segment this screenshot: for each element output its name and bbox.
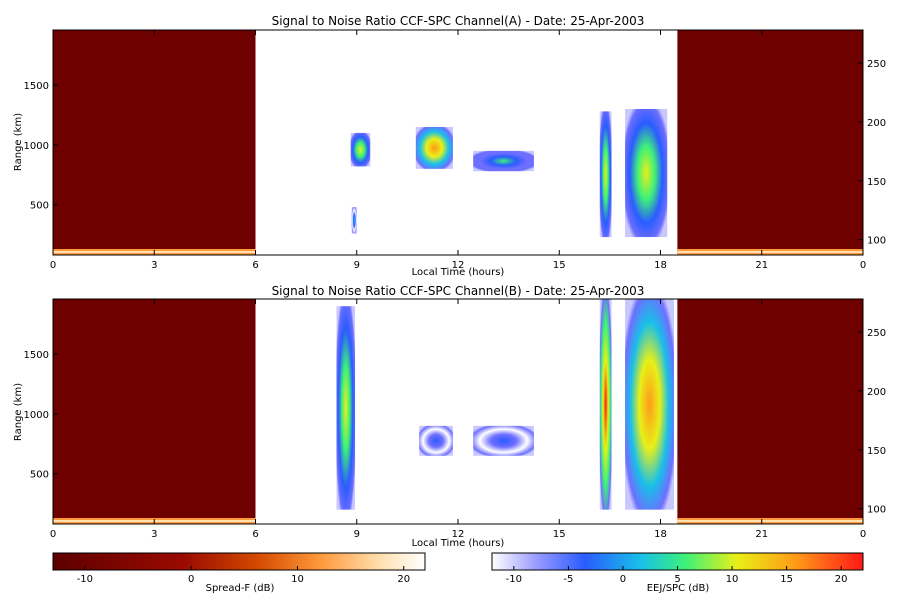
colorbar-tick-label: 15 (780, 574, 793, 585)
x-tick-label: 6 (252, 260, 258, 271)
colorbar-tick-label: 10 (291, 574, 304, 585)
echo-block (625, 299, 674, 510)
echo-block (599, 299, 612, 510)
echo-block (350, 132, 371, 167)
x-tick-label: 3 (151, 260, 157, 271)
x-tick-label: 9 (354, 260, 360, 271)
x-tick-label: 9 (354, 529, 360, 540)
panel-b-ylabel: Range (km) (13, 383, 24, 441)
x-tick-label: 0 (860, 260, 866, 271)
echo-block (625, 108, 668, 238)
colorbar-tick-label: 5 (674, 574, 680, 585)
spread_f-colorbar (52, 552, 426, 571)
colorbar-tick-label: 20 (397, 574, 410, 585)
x-tick-label: 0 (50, 260, 56, 271)
y-tick-label: 1500 (24, 81, 49, 92)
echo-block (473, 150, 534, 172)
x-tick-label: 0 (860, 529, 866, 540)
y-tick-right-label: 100 (867, 505, 886, 516)
colorbar-tick-label: 0 (188, 574, 194, 585)
x-tick-label: 15 (553, 529, 566, 540)
panel-a-plot: 0 3 6 9 12 15 18 21 0 500 1000 1500 100 150 200 250 (24, 29, 886, 271)
colorbar-tick-label: 20 (835, 574, 848, 585)
spread-f-block (677, 299, 863, 524)
y-tick-right-label: 250 (867, 328, 886, 339)
y-tick-label: 1500 (24, 350, 49, 361)
y-tick-label: 500 (30, 201, 49, 212)
y-tick-right-label: 150 (867, 177, 886, 188)
x-tick-label: 12 (452, 260, 465, 271)
echo-block (599, 111, 612, 238)
echo-block (336, 306, 356, 510)
x-tick-label: 21 (755, 529, 768, 540)
y-tick-label: 1000 (24, 141, 49, 152)
echo-block (351, 207, 357, 234)
panel-a-ylabel: Range (km) (13, 113, 24, 171)
x-tick-label: 21 (755, 260, 768, 271)
x-tick-label: 15 (553, 260, 566, 271)
y-tick-right-label: 150 (867, 446, 886, 457)
x-tick-label: 0 (50, 529, 56, 540)
y-tick-right-label: 200 (867, 118, 886, 129)
spread-f-bottom-layer-core (677, 520, 863, 522)
eej-spc-colorbar-label: EEJ/SPC (dB) (647, 583, 710, 594)
spread-f-block (53, 30, 256, 255)
echo-block (473, 425, 534, 456)
panel-a-title: Signal to Noise Ratio CCF-SPC Channel(A)… (272, 14, 645, 28)
x-tick-label: 18 (654, 260, 667, 271)
spread-f-block (53, 299, 256, 524)
panel-a-xlabel: Local Time (hours) (412, 267, 505, 278)
y-tick-label: 1000 (24, 410, 49, 421)
y-tick-right-label: 250 (867, 59, 886, 70)
echo-block (419, 425, 453, 456)
panel-b-xlabel: Local Time (hours) (412, 538, 505, 549)
y-tick-right-label: 200 (867, 387, 886, 398)
x-tick-label: 18 (654, 529, 667, 540)
y-tick-label: 500 (30, 470, 49, 481)
colorbar-tick-label: -5 (563, 574, 573, 585)
colorbar-tick-label: -10 (506, 574, 522, 585)
echo-block (415, 126, 453, 169)
x-tick-label: 3 (151, 529, 157, 540)
panel-b-title: Signal to Noise Ratio CCF-SPC Channel(B)… (272, 284, 645, 298)
colorbar-tick-label: -10 (77, 574, 93, 585)
x-tick-label: 12 (452, 529, 465, 540)
spread-f-block (677, 30, 863, 255)
colorbar-tick-label: 10 (726, 574, 739, 585)
y-tick-right-label: 100 (867, 236, 886, 247)
panel-b-plot: 0 3 6 9 12 15 18 21 0 500 1000 1500 100 150 200 250 (24, 298, 886, 540)
colorbars: -10 0 10 20 -10 -5 0 5 10 15 20 (52, 552, 864, 585)
x-tick-label: 6 (252, 529, 258, 540)
spread-f-colorbar-label: Spread-F (dB) (206, 583, 275, 594)
spread-f-bottom-layer-core (677, 251, 863, 253)
colorbar-tick-label: 0 (620, 574, 626, 585)
